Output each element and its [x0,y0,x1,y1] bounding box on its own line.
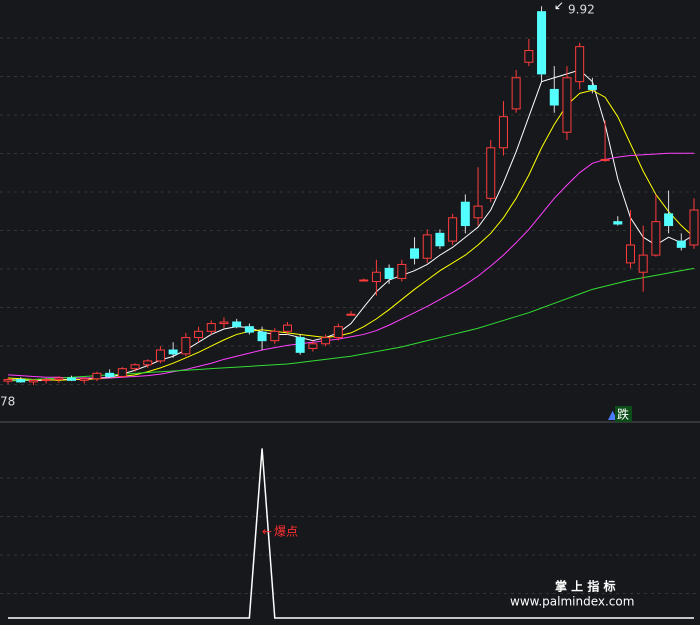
candle-body [333,326,343,339]
candle-body [206,323,216,332]
candle-body [498,116,508,149]
candle-body [346,313,356,316]
candle-body [321,337,331,345]
candle-body [181,337,191,355]
candle-body [359,279,369,282]
burst-arrow: ← [262,525,272,539]
candle-body [410,248,420,259]
indicator-line [8,448,694,619]
moving-average-line [7,69,695,381]
moving-average-line [7,267,695,382]
candle-body [295,337,305,353]
candle-body [16,379,26,383]
candle-body [638,254,648,273]
candle-body [244,326,254,333]
watermark-title: 掌 上 指 标 [555,579,616,594]
watermark-url: www.palmindex.com [510,595,634,609]
candle-body [79,378,89,381]
candle-body [282,324,292,332]
candle-body [448,217,458,242]
candle-body [143,360,153,366]
candle-body [562,77,572,133]
candle-body [92,372,102,380]
candle-body [270,330,280,342]
candle-body [155,349,165,362]
candle-body [511,77,521,110]
candle-body [600,158,610,161]
candle-body [549,88,559,106]
candle-body [67,377,77,381]
candle-body [422,234,432,259]
candle-body [130,364,140,370]
candle-body [28,379,38,383]
moving-average-line [7,152,694,379]
signal-box [615,406,632,422]
low-label: 78 [0,395,15,409]
candle-body [486,147,496,199]
candle-body [587,85,597,90]
candle-body [54,377,64,381]
candle-body [219,321,229,325]
candle-body [575,46,585,83]
candle-body [460,201,470,227]
candle-body [105,372,115,377]
candle-body [651,221,661,256]
candle-body [664,213,674,227]
signal-arrow: ▲ [608,408,618,422]
candle-body [194,330,204,339]
candle-body [117,368,127,377]
candle-body [473,205,483,219]
candle-body [676,240,686,248]
candle-body [689,209,699,246]
candle-body [537,11,547,75]
candle-body [397,263,407,279]
burst-label: 爆点 [274,525,298,539]
candle-body [625,244,635,264]
signal-label: 跌 [617,407,629,422]
candle-body [168,349,178,355]
candle-body [41,379,51,382]
candle-body [371,271,381,283]
candle-body [3,379,13,382]
candle-body [435,232,445,247]
arrow-high: ↙ [554,0,564,13]
candle-body [308,343,318,349]
candle-body [232,321,242,328]
high-label: 9.92 [568,3,595,17]
candle-body [613,221,623,225]
candle-body [384,267,394,279]
candle-body [257,331,267,342]
candle-body [524,50,534,63]
